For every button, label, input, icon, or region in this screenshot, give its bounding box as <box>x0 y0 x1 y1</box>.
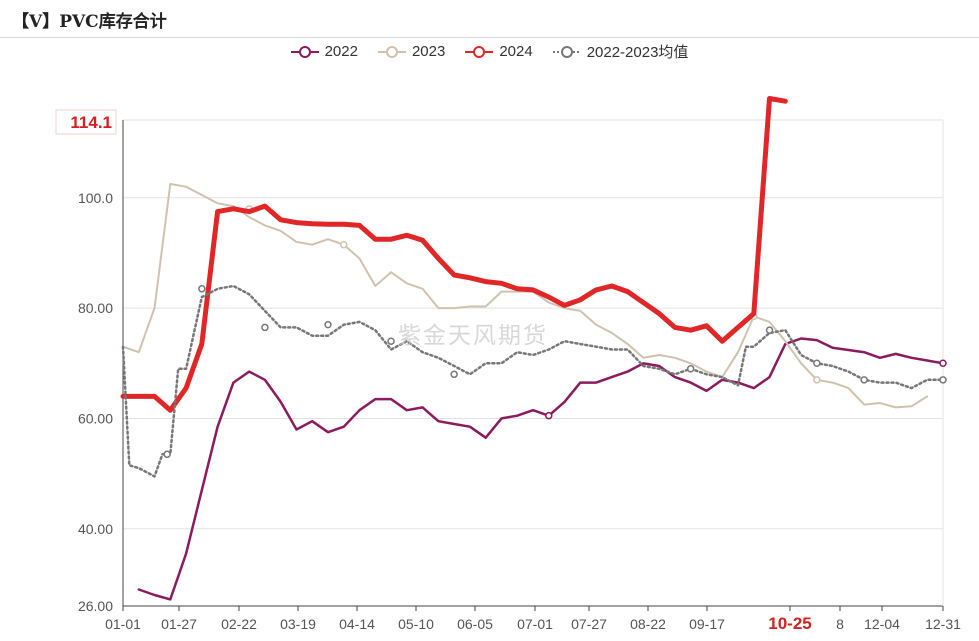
legend-label-average: 2022-2023均值 <box>586 44 689 61</box>
series-line-2 <box>120 96 788 413</box>
x-tick-label-5: 05-10 <box>398 616 434 632</box>
legend-label-2022: 2022 <box>324 43 358 60</box>
series-line-0 <box>137 337 945 601</box>
chart-title: 【V】PVC库存合计 <box>12 12 167 32</box>
y-tick-label-0: 26.00 <box>78 598 113 614</box>
y-tick-label-3: 80.00 <box>78 300 113 316</box>
legend: 2022 2023 2024 2022-2023均值 <box>0 41 979 62</box>
y-max-label-box <box>55 109 117 135</box>
y-tick-label-1: 40.00 <box>78 521 113 537</box>
series-3-marker-8 <box>813 359 821 368</box>
legend-item-average[interactable]: 2022-2023均值 <box>552 41 689 62</box>
x-tick-label-3: 03-19 <box>280 616 316 632</box>
x-tick-label-1: 01-27 <box>161 616 197 632</box>
legend-label-2023: 2023 <box>411 43 446 60</box>
legend-marker-2024 <box>465 45 494 58</box>
series-3-marker-4 <box>387 337 395 345</box>
header-bar: 【V】PVC库存合计 <box>0 0 979 38</box>
legend-marker-average <box>552 45 581 58</box>
legend-item-2022[interactable]: 2022 <box>290 41 358 62</box>
series-3-marker-2 <box>261 323 269 332</box>
legend-item-2023[interactable]: 2023 <box>377 41 446 62</box>
y-tick-label-2: 60.00 <box>78 410 113 426</box>
series-3-marker-5 <box>450 370 458 379</box>
series-3-marker-3 <box>324 320 332 329</box>
series-line-3 <box>121 284 945 478</box>
series-0-marker-0 <box>545 411 553 420</box>
series-1-marker-3 <box>813 376 821 384</box>
y-tick-label-4: 100.0 <box>78 190 113 206</box>
series-line-1 <box>122 183 929 409</box>
x-tick-label-8: 07-27 <box>571 616 607 632</box>
x-tick-label-10: 09-17 <box>689 616 725 632</box>
x-tick-label-4: 04-14 <box>339 616 375 632</box>
legend-marker-2022 <box>290 45 319 58</box>
x-tick-label-6: 06-05 <box>457 616 493 632</box>
series-3-marker-10 <box>939 376 947 384</box>
series-0-marker-1 <box>939 359 947 368</box>
x-tick-label-11: 10-25 <box>768 614 811 633</box>
series-3-marker-7 <box>765 326 774 334</box>
watermark: 紫金天风期货 <box>398 323 548 349</box>
series-3-marker-9 <box>860 376 868 384</box>
legend-marker-2023 <box>377 45 406 58</box>
x-tick-label-7: 07-01 <box>517 616 553 632</box>
x-tick-label-12: 8 <box>836 616 844 632</box>
x-tick-label-0: 01-01 <box>105 616 141 632</box>
x-tick-label-14: 12-31 <box>925 616 961 632</box>
x-tick-label-9: 08-22 <box>630 616 666 632</box>
series-3-marker-0 <box>163 450 171 459</box>
legend-label-2024: 2024 <box>499 43 533 60</box>
series-3-marker-1 <box>198 285 206 293</box>
series-3-marker-6 <box>686 365 695 373</box>
series-1-marker-1 <box>340 240 348 249</box>
x-tick-label-2: 02-22 <box>221 616 257 632</box>
x-tick-label-13: 12-04 <box>864 616 900 632</box>
legend-item-2024[interactable]: 2024 <box>465 41 533 62</box>
y-max-label: 114.1 <box>70 113 112 132</box>
